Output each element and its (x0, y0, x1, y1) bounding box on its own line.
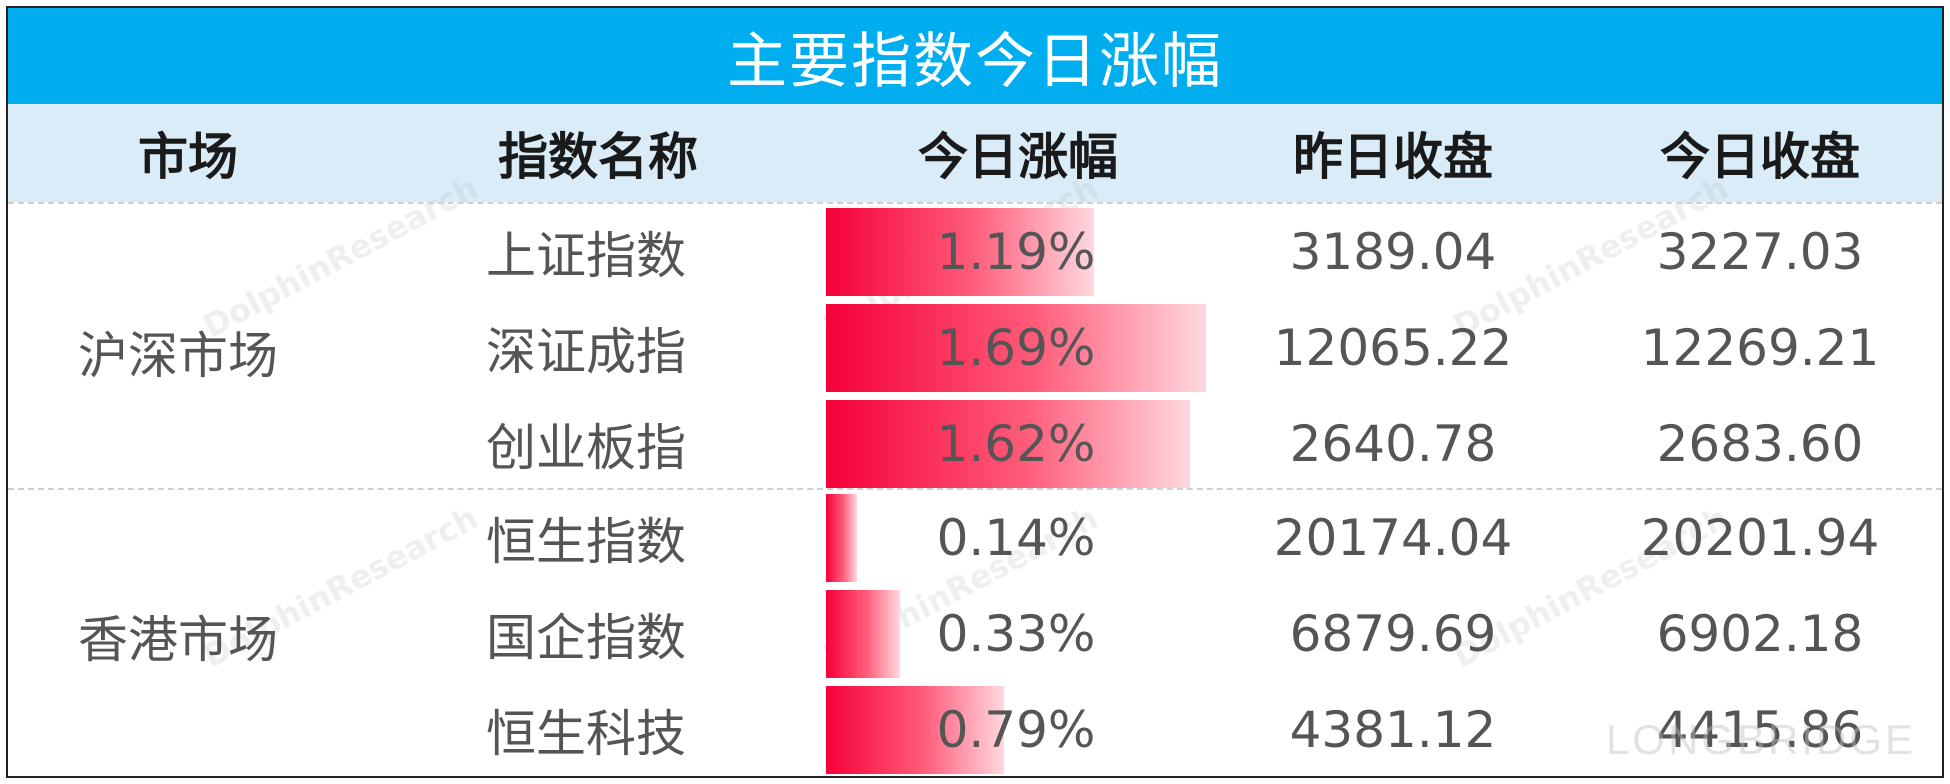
index-name: 上证指数 (486, 227, 686, 285)
title-bar: 主要指数今日涨幅 (8, 8, 1942, 104)
table-row: 恒生科技 0.79% 4381.12 4415.86 (8, 682, 1942, 776)
change-bar (826, 400, 1190, 488)
prev-close-value: 6879.69 (1289, 605, 1497, 663)
table-row: 深证成指 1.69% 12065.22 12269.21 (8, 300, 1942, 396)
row-divider (8, 202, 1942, 204)
change-bar (826, 590, 900, 678)
brand-logo: LONGBRIDGE (1605, 716, 1916, 763)
group-divider (8, 488, 1942, 490)
prev-close-value: 20174.04 (1273, 509, 1513, 567)
change-label: 0.79% (936, 701, 1096, 759)
prev-close-value: 3189.04 (1289, 223, 1497, 281)
change-bar (826, 208, 1094, 296)
column-header-change: 今日涨幅 (918, 128, 1118, 186)
change-label: 1.69% (936, 319, 1096, 377)
close-value: 3227.03 (1656, 223, 1864, 281)
change-label: 0.14% (936, 509, 1096, 567)
close-value: 12269.21 (1640, 319, 1880, 377)
change-label: 1.62% (936, 415, 1096, 473)
column-header-market: 市场 (138, 128, 238, 186)
column-header-close: 今日收盘 (1660, 128, 1860, 186)
close-value: 2683.60 (1656, 415, 1864, 473)
table-row: 恒生指数 0.14% 20174.04 20201.94 (8, 490, 1942, 586)
table-row: 国企指数 0.33% 6879.69 6902.18 (8, 586, 1942, 682)
close-value: 20201.94 (1640, 509, 1880, 567)
change-bar (826, 304, 1206, 392)
table-row: 创业板指 1.62% 2640.78 2683.60 (8, 396, 1942, 492)
close-value: 4415.86 (1656, 701, 1864, 759)
table-frame: 主要指数今日涨幅 市场 指数名称 今日涨幅 昨日收盘 今日收盘 DolphinR… (6, 6, 1944, 778)
change-label: 1.19% (936, 223, 1096, 281)
index-name: 深证成指 (486, 323, 686, 381)
prev-close-value: 2640.78 (1289, 415, 1497, 473)
column-header-index-name: 指数名称 (498, 128, 698, 186)
prev-close-value: 4381.12 (1289, 701, 1497, 759)
chart-title: 主要指数今日涨幅 (727, 26, 1223, 97)
header-row: 市场 指数名称 今日涨幅 昨日收盘 今日收盘 (8, 104, 1942, 202)
change-bar (826, 686, 1004, 774)
index-name: 恒生科技 (486, 705, 686, 763)
index-name: 恒生指数 (486, 513, 686, 571)
table-row: 上证指数 1.19% 3189.04 3227.03 (8, 204, 1942, 300)
change-bar (826, 494, 857, 582)
index-name: 国企指数 (486, 609, 686, 667)
prev-close-value: 12065.22 (1273, 319, 1513, 377)
market-label-mainland: 沪深市场 (78, 327, 278, 385)
index-name: 创业板指 (486, 419, 686, 477)
change-label: 0.33% (936, 605, 1096, 663)
column-header-prev-close: 昨日收盘 (1293, 128, 1493, 186)
market-label-hongkong: 香港市场 (78, 611, 278, 669)
close-value: 6902.18 (1656, 605, 1864, 663)
